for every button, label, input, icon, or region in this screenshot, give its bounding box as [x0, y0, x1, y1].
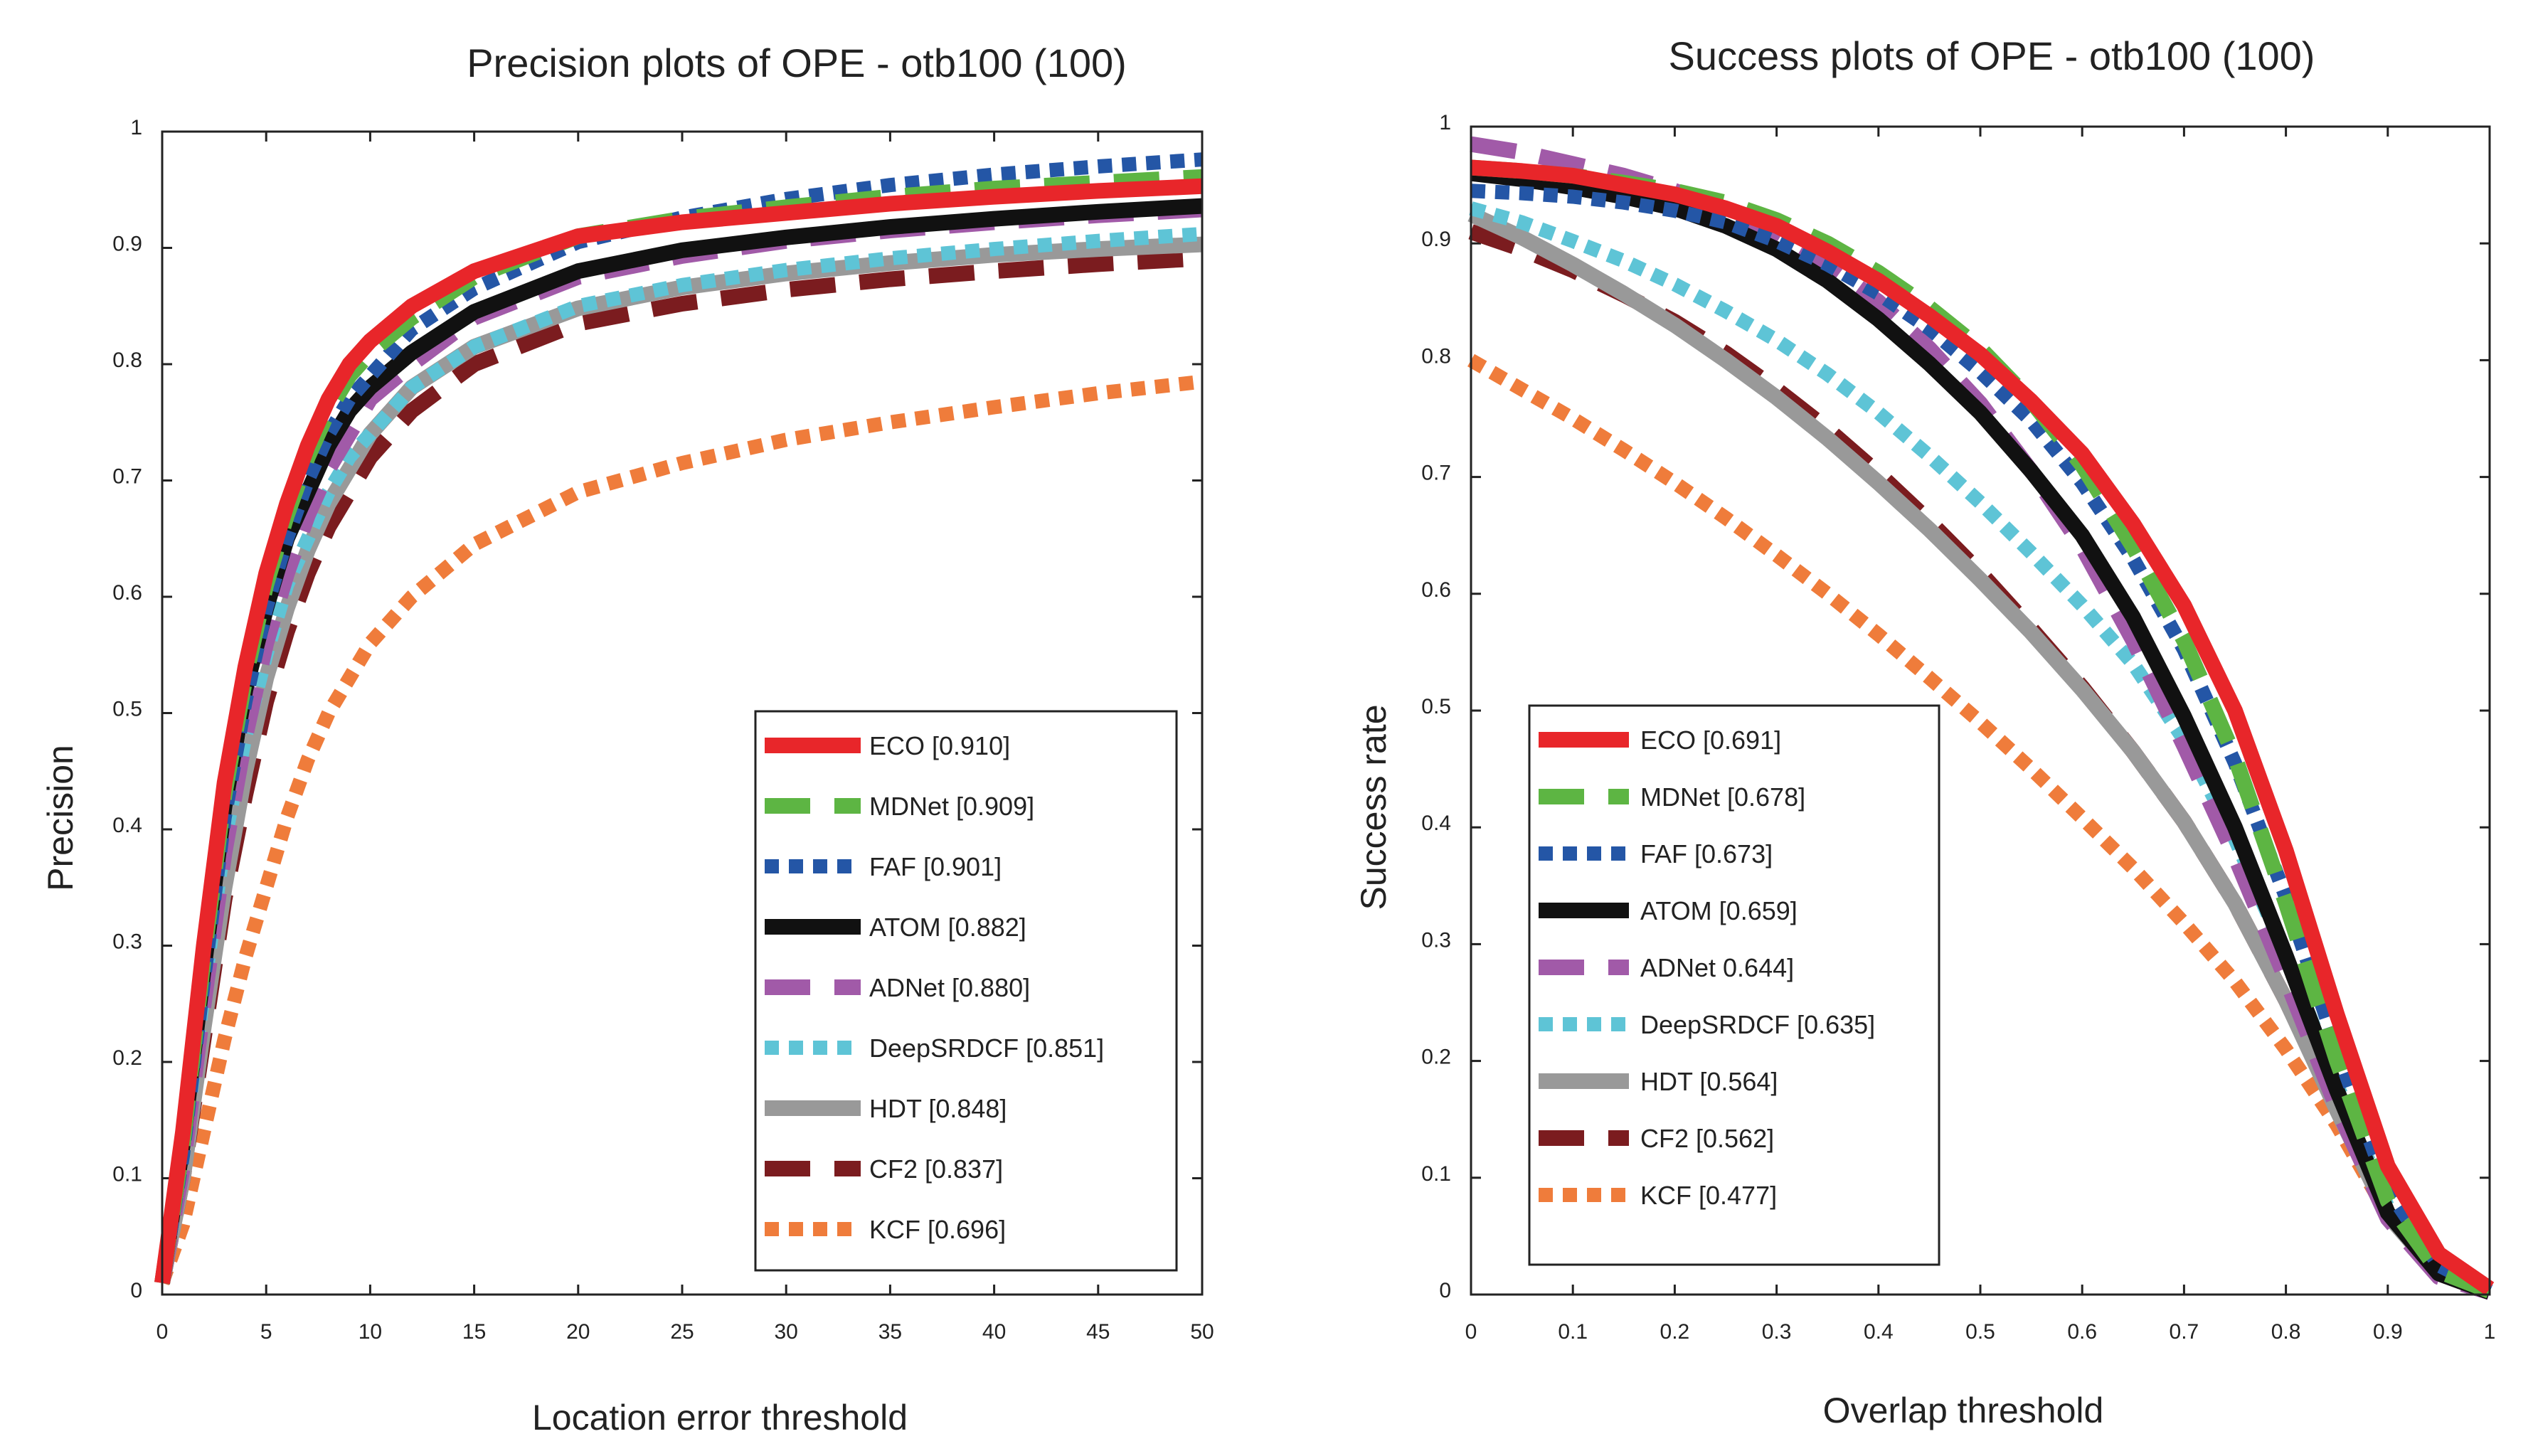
y-tick-label: 0.9: [112, 233, 142, 256]
x-tick-label: 0.9: [2373, 1320, 2403, 1344]
y-tick-label: 0.9: [1421, 228, 1451, 251]
y-tick-label: 0.6: [1421, 578, 1451, 602]
y-tick-label: 0.7: [112, 465, 142, 489]
y-tick-label: 0: [130, 1279, 142, 1302]
y-tick-label: 0.8: [1421, 344, 1451, 368]
x-tick-label: 45: [1086, 1320, 1110, 1344]
series-line-eco: [1470, 159, 2495, 1295]
x-tick-label: 0.4: [1864, 1320, 1894, 1344]
success-chart: Success plots of OPE - otb100 (100) Over…: [1354, 33, 2495, 1430]
y-tick-label: 0.1: [1421, 1162, 1451, 1186]
series-line-cf2: [154, 250, 1203, 1285]
y-tick-label: 0.8: [112, 349, 142, 372]
success-chart-axes-box: [1470, 125, 2491, 1296]
x-tick-label: 0.3: [1762, 1320, 1792, 1344]
y-tick-label: 0: [1439, 1279, 1451, 1302]
legend-label-cf2: CF2 [0.562]: [1640, 1124, 1774, 1153]
x-tick-label: 0: [1465, 1320, 1477, 1344]
x-tick-label: 30: [775, 1320, 798, 1344]
precision-chart-ylabel: Precision: [41, 745, 80, 891]
legend-label-faf: FAF [0.673]: [1640, 839, 1773, 868]
x-tick-label: 10: [359, 1320, 382, 1344]
legend-label-atom: ATOM [0.882]: [869, 913, 1026, 942]
x-tick-label: 50: [1190, 1320, 1214, 1344]
y-tick-label: 0.5: [112, 698, 142, 721]
legend-label-kcf: KCF [0.696]: [869, 1215, 1006, 1244]
success-chart-ticks: 0 0.1 0.2 0.3 0.4 0.5 0.6 0.7 0.8 0.9 1 0 0.1 0.2 0.3 0…: [1421, 111, 2495, 1344]
y-tick-label: 0.4: [1421, 812, 1451, 835]
y-tick-label: 0.5: [1421, 695, 1451, 718]
x-tick-label: 0.5: [1965, 1320, 1995, 1344]
precision-chart-ticks: 0 5 10 15 20 25 30 35 40 45 50 0 0.1 0.2 0.3 0.4 0.5 0.6 0…: [112, 116, 1214, 1344]
x-tick-label: 20: [566, 1320, 590, 1344]
y-tick-label: 0.3: [112, 930, 142, 954]
legend-label-adnet: ADNet 0.644]: [1640, 953, 1794, 982]
y-tick-label: 0.2: [1421, 1046, 1451, 1069]
precision-chart-xlabel: Location error threshold: [532, 1398, 908, 1438]
x-tick-label: 5: [260, 1320, 272, 1344]
x-tick-label: 35: [878, 1320, 902, 1344]
x-tick-label: 25: [670, 1320, 694, 1344]
precision-chart-series: [154, 152, 1204, 1286]
success-chart-xlabel: Overlap threshold: [1823, 1391, 2104, 1430]
x-tick-label: 1: [2484, 1320, 2496, 1344]
success-chart-series: [1467, 136, 2495, 1300]
y-tick-label: 1: [130, 116, 142, 139]
x-tick-label: 0.8: [2271, 1320, 2301, 1344]
x-tick-label: 15: [462, 1320, 486, 1344]
success-chart-title: Success plots of OPE - otb100 (100): [1669, 33, 2315, 78]
success-chart-ylabel: Success rate: [1354, 704, 1393, 910]
x-tick-label: 40: [982, 1320, 1006, 1344]
series-line-faf: [1470, 184, 2493, 1298]
legend-label-mdnet: MDNet [0.678]: [1640, 782, 1805, 812]
legend-label-cf2: CF2 [0.837]: [869, 1154, 1003, 1184]
x-tick-label: 0.1: [1558, 1320, 1588, 1344]
y-tick-label: 0.2: [112, 1046, 142, 1070]
x-tick-label: 0.7: [2170, 1320, 2199, 1344]
precision-chart-legend: ECO [0.910] MDNet [0.909] FAF [0.901] ATOM …: [754, 710, 1178, 1272]
legend-label-eco: ECO [0.910]: [869, 731, 1010, 760]
precision-legend-box: [754, 710, 1178, 1272]
series-line-eco: [154, 178, 1203, 1285]
y-tick-label: 1: [1439, 111, 1451, 134]
legend-label-eco: ECO [0.691]: [1640, 726, 1781, 755]
series-line-kcf: [1467, 354, 2492, 1299]
legend-label-hdt: HDT [0.848]: [869, 1094, 1007, 1123]
success-chart-legend: ECO [0.691] MDNet [0.678] FAF [0.673] ATOM …: [1528, 704, 1940, 1266]
precision-chart-axes-box: [161, 130, 1204, 1296]
legend-label-deepsrdcf: DeepSRDCF [0.635]: [1640, 1010, 1875, 1039]
y-tick-label: 0.7: [1421, 462, 1451, 485]
legend-label-mdnet: MDNet [0.909]: [869, 792, 1034, 821]
precision-chart: Precision plots of OPE - otb100 (100) Lo…: [41, 41, 1214, 1438]
legend-label-faf: FAF [0.901]: [869, 852, 1002, 881]
precision-chart-title: Precision plots of OPE - otb100 (100): [467, 41, 1127, 85]
legend-label-deepsrdcf: DeepSRDCF [0.851]: [869, 1033, 1104, 1063]
legend-label-adnet: ADNet [0.880]: [869, 973, 1030, 1002]
y-tick-label: 0.1: [112, 1163, 142, 1186]
legend-label-hdt: HDT [0.564]: [1640, 1067, 1778, 1096]
y-tick-label: 0.4: [112, 814, 142, 837]
series-line-kcf: [155, 374, 1204, 1286]
x-tick-label: 0: [156, 1320, 169, 1344]
x-tick-label: 0.2: [1660, 1320, 1690, 1344]
y-tick-label: 0.6: [112, 581, 142, 605]
x-tick-label: 0.6: [2067, 1320, 2097, 1344]
legend-label-kcf: KCF [0.477]: [1640, 1181, 1777, 1210]
y-tick-label: 0.3: [1421, 928, 1451, 952]
success-legend-box: [1528, 704, 1940, 1266]
legend-label-atom: ATOM [0.659]: [1640, 896, 1798, 925]
